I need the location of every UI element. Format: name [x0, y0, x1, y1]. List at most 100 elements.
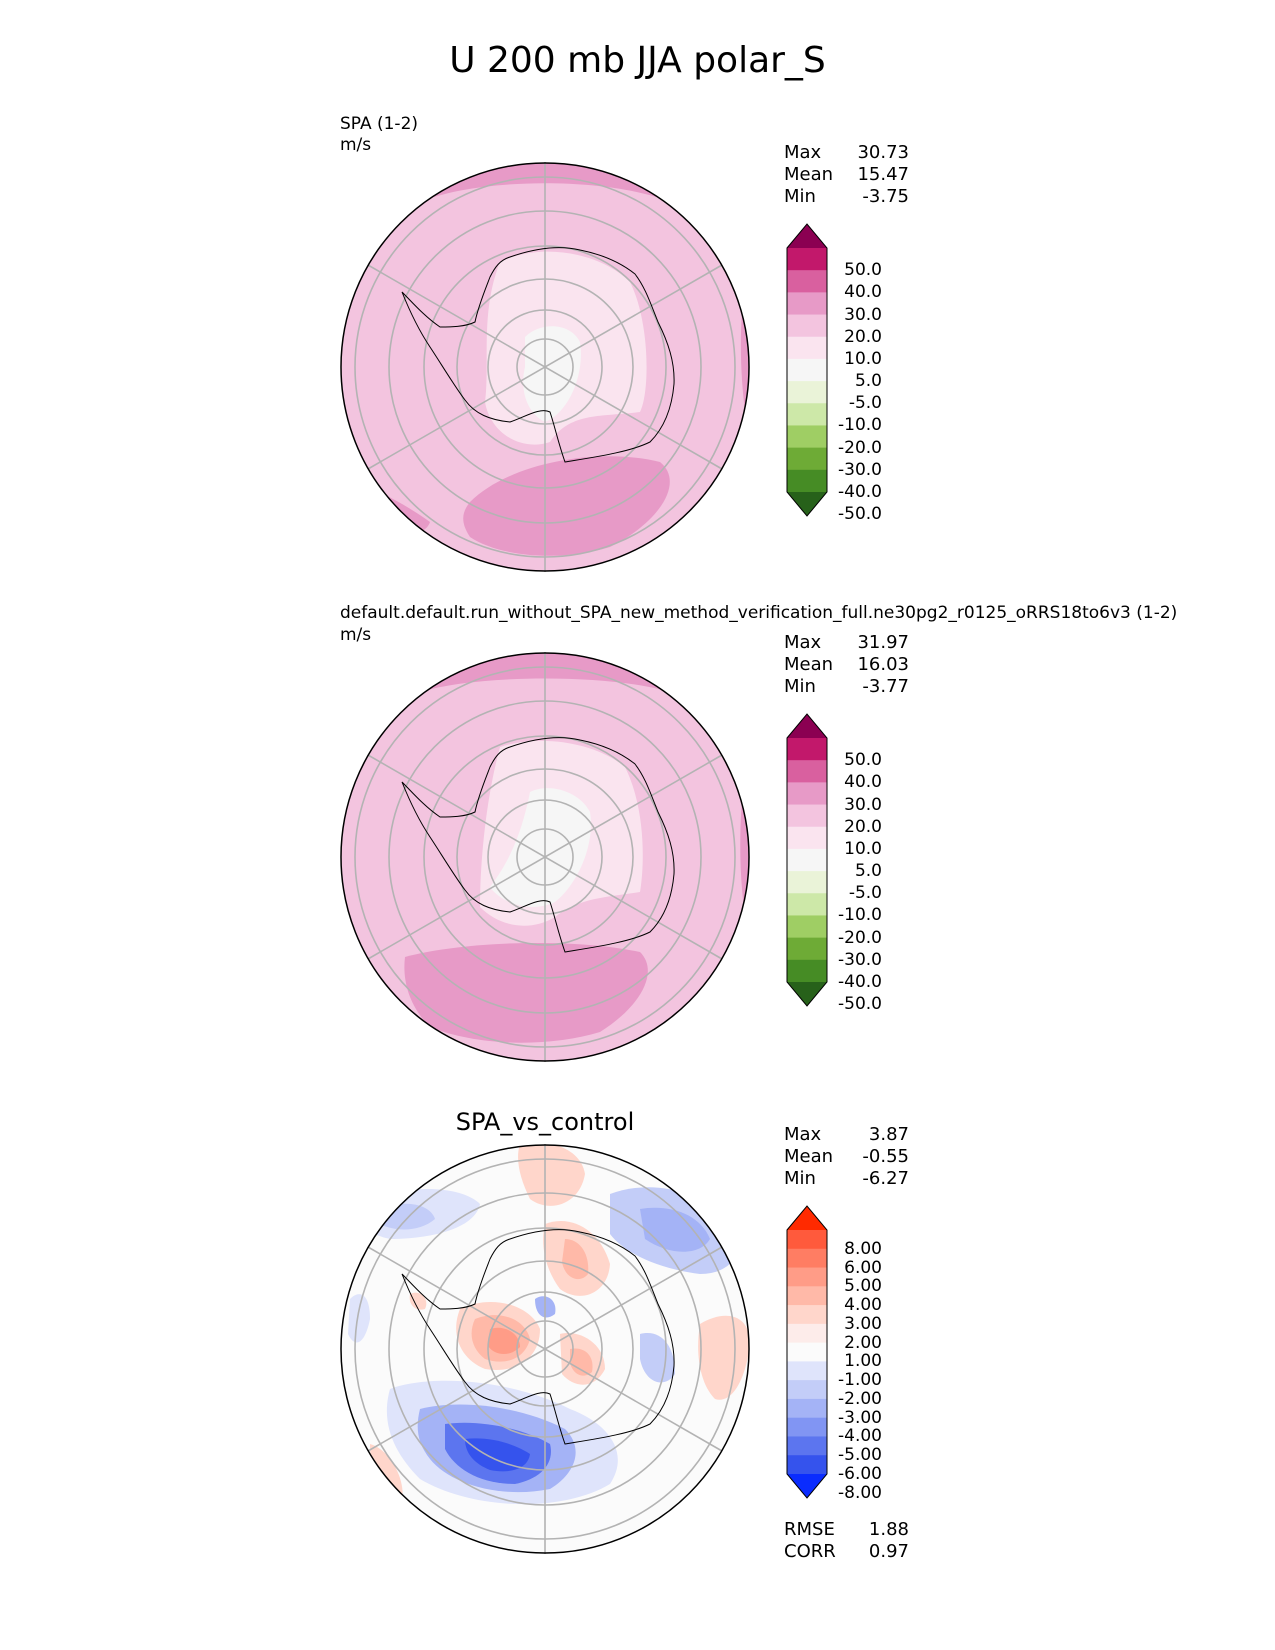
colorbar-tick-label: 30.0	[844, 304, 882, 325]
colorbar-extend-min	[787, 982, 827, 1006]
colorbar-segment	[787, 447, 827, 471]
colorbar-segment	[787, 1267, 827, 1287]
colorbar-segment	[787, 270, 827, 293]
panel2-colorbar	[786, 713, 828, 1007]
colorbar-extend-max	[787, 714, 827, 738]
panel1-units: m/s	[340, 135, 372, 155]
colorbar-tick-label: -50.0	[838, 504, 882, 525]
colorbar-tick-label: -6.00	[838, 1464, 882, 1484]
stat-label: Mean	[784, 654, 834, 675]
map-border	[340, 162, 750, 572]
metric-rmse: 1.88	[868, 1519, 909, 1540]
colorbar-tick-label: 6.00	[844, 1257, 882, 1278]
colorbar-outline	[786, 713, 828, 1007]
colorbar-segment	[787, 826, 827, 850]
colorbar-segment	[787, 1305, 827, 1325]
colorbar-tick-label: -20.0	[838, 437, 882, 458]
colorbar-tick-label: -50.0	[838, 994, 882, 1015]
colorbar-segment	[787, 915, 827, 939]
metric-label: RMSE	[784, 1519, 835, 1540]
colorbar-segment	[787, 738, 827, 761]
panel1-label: SPA (1-2)	[340, 114, 419, 134]
colorbar-tick-label: -40.0	[838, 482, 882, 502]
stat-label: Min	[784, 1168, 816, 1189]
colorbar-segment	[787, 1436, 827, 1456]
stat-min: -6.27	[862, 1168, 909, 1189]
panel1-colorbar	[786, 223, 828, 517]
colorbar-extend-max	[787, 1206, 827, 1230]
colorbar-tick-label: -10.0	[838, 905, 882, 926]
colorbar-segment	[787, 1230, 827, 1250]
panel3-colorbar	[786, 1205, 828, 1499]
stat-mean: 16.03	[857, 654, 909, 675]
colorbar-tick-label: 5.0	[854, 371, 882, 392]
colorbar-segment	[787, 1398, 827, 1419]
field-20-30-south	[463, 456, 670, 556]
metric-corr: 0.97	[868, 1541, 909, 1562]
coastline	[401, 247, 675, 463]
colorbar-tick-label: 40.0	[844, 282, 882, 303]
stat-min: -3.77	[862, 676, 909, 697]
colorbar-segment	[787, 937, 827, 961]
colorbar-segment	[787, 1361, 827, 1381]
metric-label: CORR	[784, 1541, 836, 1562]
colorbar-tick-label: 4.00	[844, 1295, 882, 1316]
colorbar-tick-label: -3.00	[838, 1407, 882, 1428]
colorbar-tick-label: 5.00	[844, 1276, 882, 1297]
panel2-units: m/s	[340, 625, 372, 645]
panel1-polar-map	[340, 162, 750, 572]
colorbar-segment	[787, 1380, 827, 1400]
colorbar-segment	[787, 1248, 827, 1269]
colorbar-tick-label: 1.00	[844, 1351, 882, 1372]
colorbar-tick-label: 50.0	[844, 260, 882, 281]
colorbar-segment	[787, 760, 827, 783]
stat-max: 30.73	[857, 142, 909, 163]
colorbar-segment	[787, 381, 827, 404]
colorbar-tick-label: 10.0	[844, 348, 882, 369]
panel1-colorbar-ticks: 50.0 40.0 30.0 20.0 10.0 5.0 -5.0 -10.0 -20.0 -30…	[836, 247, 896, 523]
colorbar-tick-label: 8.00	[844, 1238, 882, 1259]
colorbar-segment	[787, 292, 827, 316]
panel3-title: SPA_vs_control	[455, 1108, 635, 1136]
panel2-colorbar-ticks: 50.0 40.0 30.0 20.0 10.0 5.0 -5.0 -10.0 -20.0 -30…	[836, 737, 896, 1013]
panel1-stats: Max 30.73 Mean 15.47 Min -3.75	[784, 142, 909, 208]
colorbar-segment	[787, 1455, 827, 1475]
stat-label: Max	[784, 1124, 822, 1145]
colorbar-tick-label: 20.0	[844, 816, 882, 837]
colorbar-tick-label: -5.0	[848, 883, 882, 904]
panel3-colorbar-ticks: 8.00 6.00 5.00 4.00 3.00 2.00 1.00 -1.00 -2.00 -3…	[836, 1229, 896, 1502]
panel3-stats: Max 3.87 Mean -0.55 Min -6.27	[784, 1124, 909, 1190]
colorbar-tick-label: 3.00	[844, 1313, 882, 1334]
stat-min: -3.75	[862, 186, 909, 207]
colorbar-tick-label: -5.0	[848, 393, 882, 414]
stat-max: 3.87	[868, 1124, 909, 1145]
colorbar-segment	[787, 425, 827, 449]
colorbar-segment	[787, 782, 827, 806]
colorbar-outline	[786, 1205, 828, 1499]
colorbar-tick-label: 50.0	[844, 750, 882, 771]
panel3-polar-map	[340, 1144, 750, 1554]
colorbar-segment	[787, 1417, 827, 1437]
colorbar-segment	[787, 358, 827, 382]
colorbar-extend-min	[787, 1474, 827, 1498]
colorbar-tick-label: 20.0	[844, 326, 882, 347]
colorbar-segment	[787, 469, 827, 493]
colorbar-outline	[786, 223, 828, 517]
colorbar-extend-min	[787, 492, 827, 516]
colorbar-tick-label: -4.00	[838, 1426, 882, 1447]
stat-label: Min	[784, 676, 816, 697]
colorbar-tick-label: -1.00	[838, 1370, 882, 1391]
colorbar-tick-label: -2.00	[838, 1388, 882, 1409]
colorbar-segment	[787, 871, 827, 894]
colorbar-tick-label: 40.0	[844, 772, 882, 793]
panel2-polar-map	[340, 652, 750, 1062]
graticule	[354, 162, 736, 572]
colorbar-tick-label: -5.00	[838, 1445, 882, 1466]
colorbar-segment	[787, 403, 827, 426]
colorbar-segment	[787, 959, 827, 983]
colorbar-tick-label: -8.00	[838, 1482, 882, 1503]
colorbar-tick-label: -30.0	[838, 949, 882, 970]
figure-title: U 200 mb JJA polar_S	[449, 40, 826, 81]
stat-mean: -0.55	[862, 1146, 909, 1167]
colorbar-segment	[787, 848, 827, 872]
